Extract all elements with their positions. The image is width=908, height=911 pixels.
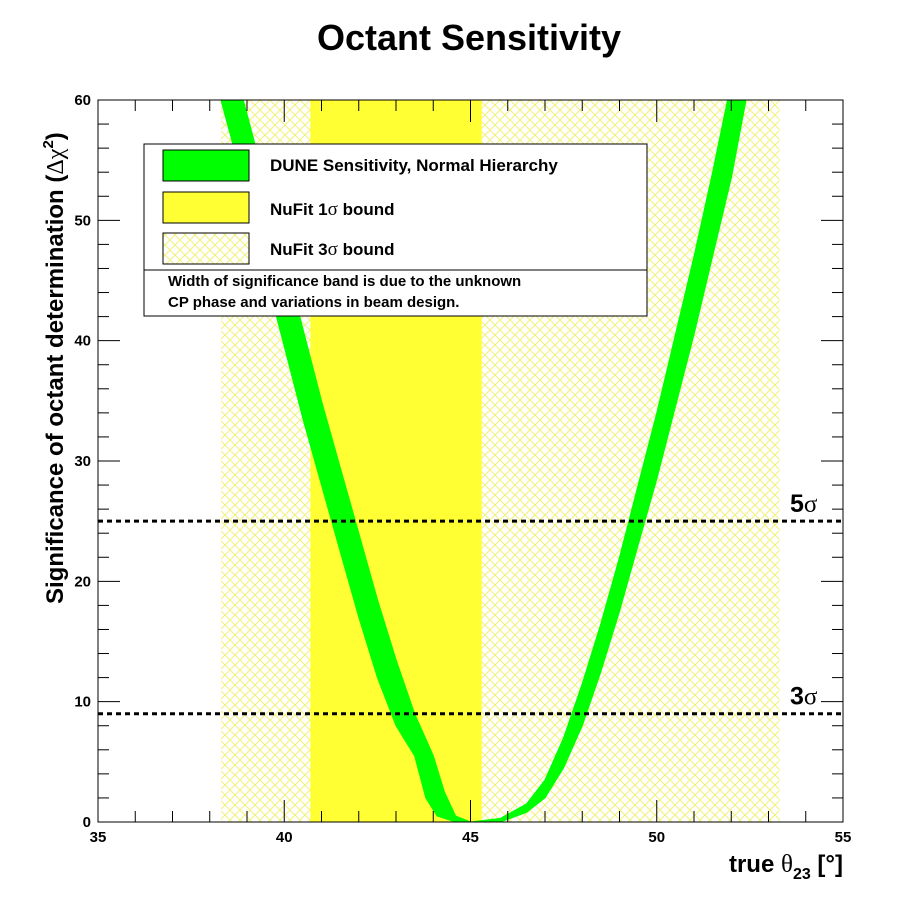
y-tick-label: 10 — [74, 694, 91, 711]
threshold-layer: 5σ 3σ — [98, 490, 843, 716]
y-tick-label: 0 — [83, 814, 91, 831]
dune-band-right — [470, 100, 747, 822]
legend-swatch-nufit-3sigma — [162, 232, 250, 265]
y-tick-label: 50 — [74, 212, 91, 229]
legend-label-nufit-3sigma: NuFit 3σ bound — [270, 239, 395, 260]
legend-note-line-1: Width of significance band is due to the… — [168, 273, 521, 290]
x-tick-label: 45 — [462, 829, 479, 846]
legend: DUNE Sensitivity, Normal Hierarchy NuFit… — [143, 143, 648, 317]
y-axis-label: Significance of octant determination (Δχ… — [40, 132, 69, 604]
x-tick-label: 55 — [835, 829, 852, 846]
legend-label-dune: DUNE Sensitivity, Normal Hierarchy — [270, 156, 558, 175]
x-tick-label: 35 — [90, 829, 107, 846]
y-tick-label: 60 — [74, 92, 91, 109]
x-tick-label: 40 — [276, 829, 293, 846]
legend-note-line-2: CP phase and variations in beam design. — [168, 294, 459, 311]
x-tick-label: 50 — [648, 829, 665, 846]
y-tick-label: 40 — [74, 333, 91, 350]
threshold-label-5sigma: 5σ — [790, 490, 818, 518]
y-axis: 0 10 20 30 40 50 60 — [74, 92, 843, 831]
y-tick-label: 20 — [74, 573, 91, 590]
threshold-label-3sigma: 3σ — [790, 683, 818, 711]
x-axis-label: true θ23 [°] — [729, 851, 843, 883]
legend-swatch-nufit-1sigma — [162, 191, 250, 224]
legend-swatch-dune — [162, 149, 250, 182]
chart-title: Octant Sensitivity — [317, 17, 621, 58]
x-axis: 35 40 45 50 55 — [90, 100, 852, 846]
legend-label-nufit-1sigma: NuFit 1σ bound — [270, 199, 395, 220]
y-tick-label: 30 — [74, 453, 91, 470]
